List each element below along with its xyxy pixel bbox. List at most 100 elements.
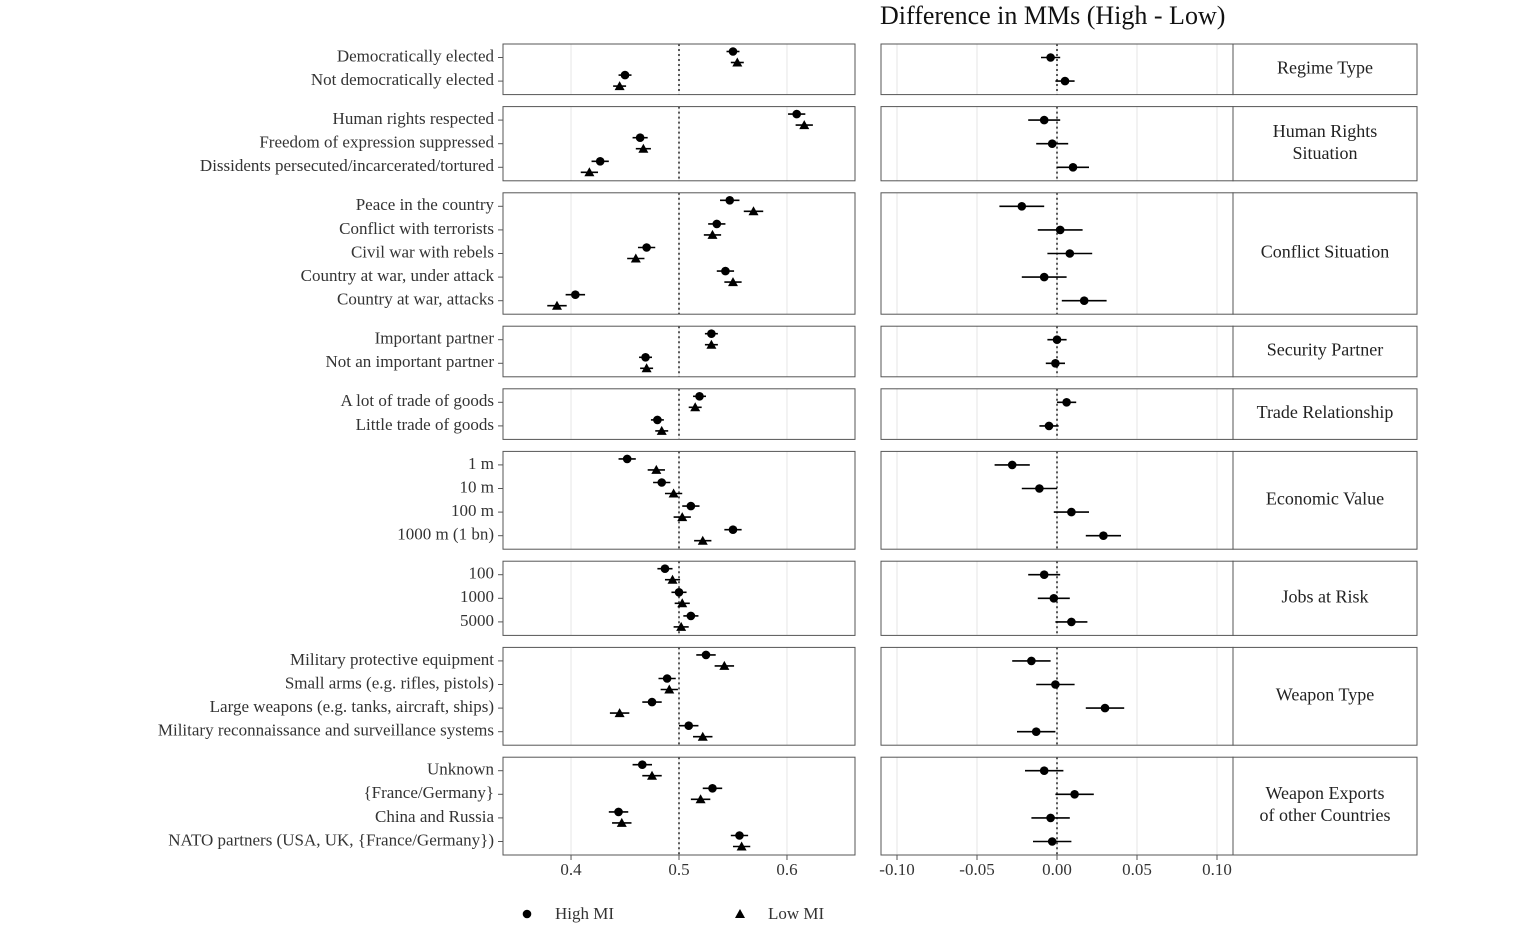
point: [551, 300, 562, 310]
strip-label: Conflict Situation: [1261, 242, 1390, 262]
point: [1055, 225, 1065, 235]
point: [748, 206, 759, 216]
chart-title: Difference in MMs (High - Low): [880, 1, 1225, 30]
y-tick-label: 5000: [460, 611, 494, 630]
point: [614, 807, 623, 817]
y-tick-label: 10 m: [460, 477, 494, 496]
legend-marker: [735, 909, 745, 918]
point: [708, 784, 717, 793]
y-tick-label: 1000 m (1 bn): [397, 525, 494, 544]
strip: [1232, 106, 1418, 182]
y-tick-label: Not an important partner: [325, 352, 494, 371]
point: [614, 81, 625, 91]
y-tick-label: Important partner: [375, 329, 495, 348]
point: [571, 290, 580, 300]
point: [697, 535, 708, 545]
y-tick-label: Small arms (e.g. rifles, pistols): [285, 673, 494, 692]
y-tick-label: {France/Germany}: [363, 783, 494, 802]
y-tick-label: A lot of trade of goods: [341, 391, 494, 410]
strip-label: Jobs at Risk: [1281, 586, 1368, 606]
point: [638, 143, 649, 153]
strip-label: of other Countries: [1260, 805, 1391, 825]
point: [707, 329, 716, 339]
point: [1047, 139, 1057, 148]
y-tick-label: China and Russia: [375, 807, 494, 826]
point: [701, 650, 711, 660]
point: [1079, 296, 1089, 306]
point: [1047, 837, 1057, 846]
point: [653, 415, 662, 425]
y-tick-label: Country at war, under attack: [301, 266, 495, 285]
point: [647, 697, 657, 707]
strip-label: Trade Relationship: [1257, 402, 1394, 422]
strip-label: Weapon Type: [1276, 684, 1374, 704]
point: [1046, 53, 1055, 62]
point: [595, 157, 605, 166]
point: [1051, 359, 1060, 368]
point: [641, 363, 652, 373]
strip: [1232, 450, 1418, 550]
point: [732, 57, 743, 67]
panel-border: [502, 43, 856, 96]
point: [1067, 507, 1076, 517]
point: [1062, 398, 1071, 407]
x-tick-label: 0.00: [1042, 860, 1072, 879]
point: [728, 47, 738, 56]
x-tick-label: 0.5: [668, 860, 689, 879]
y-tick-label: 1000: [460, 587, 494, 606]
y-tick-label: Unknown: [427, 760, 495, 779]
point: [690, 402, 701, 412]
x-tick-label: -0.05: [959, 860, 994, 879]
point: [1031, 727, 1041, 736]
point: [1007, 460, 1017, 470]
x-tick-label: 0.05: [1122, 860, 1152, 879]
point: [660, 564, 670, 573]
point: [647, 770, 658, 780]
point: [706, 339, 717, 349]
point: [677, 598, 688, 608]
point: [1027, 656, 1036, 666]
point: [637, 760, 647, 769]
y-tick-label: Country at war, attacks: [337, 290, 494, 309]
point: [657, 478, 667, 487]
point: [799, 120, 810, 130]
point: [1017, 202, 1027, 211]
point: [728, 525, 738, 534]
panel-border: [502, 388, 856, 440]
legend-label: Low MI: [768, 904, 825, 923]
point: [662, 674, 672, 683]
x-tick-label: 0.6: [776, 860, 797, 879]
point: [712, 219, 722, 229]
panel-border: [502, 646, 856, 746]
point: [668, 488, 679, 498]
y-tick-label: Little trade of goods: [356, 415, 494, 434]
point: [727, 277, 738, 287]
point: [1039, 272, 1049, 282]
point: [667, 574, 678, 584]
point: [635, 133, 645, 142]
point: [642, 243, 651, 252]
strip-label: Security Partner: [1267, 340, 1383, 360]
point: [1039, 570, 1049, 579]
strip: [1232, 43, 1418, 96]
point: [735, 831, 744, 840]
y-tick-label: Human rights respected: [333, 109, 495, 128]
point: [674, 588, 684, 597]
point: [641, 353, 650, 362]
panel-border: [502, 450, 856, 550]
point: [686, 611, 696, 621]
point: [725, 196, 735, 205]
point: [1051, 680, 1060, 689]
strip: [1232, 388, 1418, 440]
point: [1046, 813, 1055, 823]
strip: [1232, 560, 1418, 636]
x-tick-label: 0.10: [1202, 860, 1232, 879]
point: [792, 109, 801, 119]
point: [584, 167, 595, 177]
x-tick-label: -0.10: [879, 860, 914, 879]
strip: [1232, 646, 1418, 746]
point: [1044, 421, 1054, 431]
point: [684, 721, 694, 730]
